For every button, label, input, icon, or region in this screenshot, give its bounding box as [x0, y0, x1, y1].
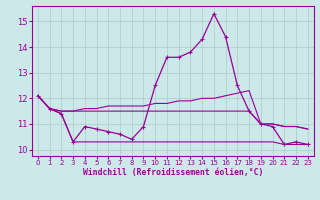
X-axis label: Windchill (Refroidissement éolien,°C): Windchill (Refroidissement éolien,°C) — [83, 168, 263, 177]
